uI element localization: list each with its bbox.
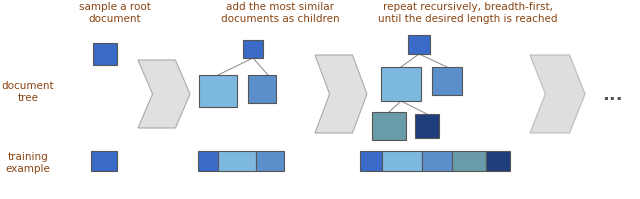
Polygon shape: [315, 55, 367, 133]
Bar: [248, 75, 276, 103]
Bar: [93, 43, 117, 65]
Bar: [486, 151, 510, 171]
Bar: [198, 151, 218, 171]
Bar: [452, 151, 486, 171]
Text: add the most similar
documents as children: add the most similar documents as childr…: [221, 2, 339, 24]
Polygon shape: [530, 55, 585, 133]
Polygon shape: [138, 60, 190, 128]
Bar: [382, 151, 422, 171]
Text: sample a root
document: sample a root document: [79, 2, 151, 24]
Bar: [408, 35, 430, 54]
Text: ...: ...: [602, 86, 622, 104]
Bar: [360, 151, 382, 171]
Bar: [372, 112, 406, 140]
Bar: [91, 151, 117, 171]
Bar: [422, 151, 452, 171]
Bar: [381, 67, 421, 101]
Bar: [415, 114, 439, 138]
Bar: [199, 75, 237, 107]
Bar: [243, 40, 263, 58]
Bar: [256, 151, 284, 171]
Text: training
example: training example: [6, 152, 51, 174]
Text: repeat recursively, breadth-first,
until the desired length is reached: repeat recursively, breadth-first, until…: [378, 2, 557, 24]
Bar: [432, 67, 462, 95]
Text: document
tree: document tree: [2, 81, 54, 103]
Bar: [218, 151, 256, 171]
